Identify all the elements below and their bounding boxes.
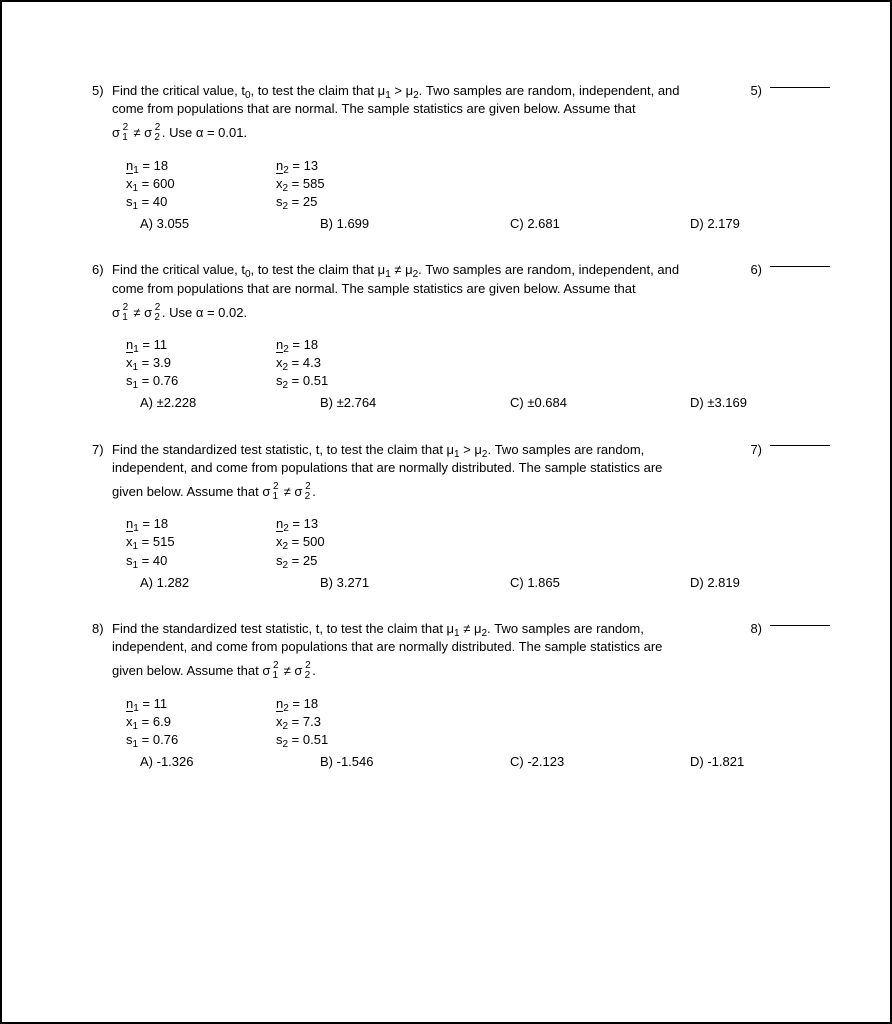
stat-n1: n1 = 18 bbox=[126, 157, 276, 175]
question-number: 6) bbox=[92, 261, 112, 279]
question-6: 6) 6) Find the critical value, t0, to te… bbox=[92, 261, 830, 412]
prompt-line2: independent, and come from populations t… bbox=[112, 460, 662, 475]
question-5: 5) 5) Find the critical value, t0, to te… bbox=[92, 82, 830, 233]
choices-row: A) ±2.228 B) ±2.764 C) ±0.684 D) ±3.169 bbox=[140, 394, 830, 412]
stat-n2: n2 = 13 bbox=[276, 515, 426, 533]
stat-x2: x2 = 585 bbox=[276, 175, 426, 193]
choice-d: D) 2.179 bbox=[690, 215, 830, 233]
prompt-line2: come from populations that are normal. T… bbox=[112, 281, 636, 296]
answer-number: 6) bbox=[750, 261, 762, 279]
sigma-line: σ 21 ≠ σ 22. Use α = 0.01. bbox=[112, 124, 830, 142]
stat-s2: s2 = 0.51 bbox=[276, 372, 426, 390]
blank-line bbox=[770, 445, 830, 446]
choice-b: B) 3.271 bbox=[320, 574, 510, 592]
prompt-line1: Find the critical value, t0, to test the… bbox=[112, 83, 680, 98]
stat-s2: s2 = 0.51 bbox=[276, 731, 426, 749]
choice-c: C) ±0.684 bbox=[510, 394, 690, 412]
stat-n2: n2 = 13 bbox=[276, 157, 426, 175]
stat-x2: x2 = 500 bbox=[276, 533, 426, 551]
prompt-line1: Find the standardized test statistic, t,… bbox=[112, 621, 644, 636]
stat-x1: x1 = 600 bbox=[126, 175, 276, 193]
question-text: Find the standardized test statistic, t,… bbox=[112, 620, 830, 656]
answer-blank-8: 8) bbox=[750, 620, 830, 638]
stats-block: n1 = 11 n2 = 18 x1 = 3.9 x2 = 4.3 s1 = 0… bbox=[126, 336, 830, 391]
stat-n2: n2 = 18 bbox=[276, 695, 426, 713]
given-line: given below. Assume that σ 21 ≠ σ 22. bbox=[112, 662, 830, 680]
choices-row: A) 1.282 B) 3.271 C) 1.865 D) 2.819 bbox=[140, 574, 830, 592]
question-number: 8) bbox=[92, 620, 112, 638]
stats-block: n1 = 18 n2 = 13 x1 = 515 x2 = 500 s1 = 4… bbox=[126, 515, 830, 570]
stat-n1: n1 = 11 bbox=[126, 695, 276, 713]
choices-row: A) -1.326 B) -1.546 C) -2.123 D) -1.821 bbox=[140, 753, 830, 771]
stat-s2: s2 = 25 bbox=[276, 193, 426, 211]
stat-x1: x1 = 6.9 bbox=[126, 713, 276, 731]
choice-c: C) 1.865 bbox=[510, 574, 690, 592]
prompt-line2: come from populations that are normal. T… bbox=[112, 101, 636, 116]
question-number: 7) bbox=[92, 441, 112, 459]
choice-a: A) ±2.228 bbox=[140, 394, 320, 412]
question-8: 8) 8) Find the standardized test statist… bbox=[92, 620, 830, 771]
choice-c: C) 2.681 bbox=[510, 215, 690, 233]
given-line: given below. Assume that σ 21 ≠ σ 22. bbox=[112, 483, 830, 501]
answer-number: 8) bbox=[750, 620, 762, 638]
stat-x2: x2 = 7.3 bbox=[276, 713, 426, 731]
choice-a: A) -1.326 bbox=[140, 753, 320, 771]
stat-x1: x1 = 3.9 bbox=[126, 354, 276, 372]
question-text: Find the critical value, t0, to test the… bbox=[112, 82, 830, 118]
prompt-line2: independent, and come from populations t… bbox=[112, 639, 662, 654]
answer-number: 5) bbox=[750, 82, 762, 100]
blank-line bbox=[770, 266, 830, 267]
prompt-line1: Find the standardized test statistic, t,… bbox=[112, 442, 644, 457]
stat-n2: n2 = 18 bbox=[276, 336, 426, 354]
answer-blank-7: 7) bbox=[750, 441, 830, 459]
stat-n1: n1 = 11 bbox=[126, 336, 276, 354]
stats-block: n1 = 18 n2 = 13 x1 = 600 x2 = 585 s1 = 4… bbox=[126, 157, 830, 212]
blank-line bbox=[770, 625, 830, 626]
stat-x1: x1 = 515 bbox=[126, 533, 276, 551]
stat-s1: s1 = 0.76 bbox=[126, 372, 276, 390]
choice-d: D) -1.821 bbox=[690, 753, 830, 771]
blank-line bbox=[770, 87, 830, 88]
choice-d: D) ±3.169 bbox=[690, 394, 830, 412]
stat-x2: x2 = 4.3 bbox=[276, 354, 426, 372]
answer-number: 7) bbox=[750, 441, 762, 459]
page-container: 5) 5) Find the critical value, t0, to te… bbox=[0, 0, 892, 1024]
choice-b: B) ±2.764 bbox=[320, 394, 510, 412]
prompt-line1: Find the critical value, t0, to test the… bbox=[112, 262, 679, 277]
choice-c: C) -2.123 bbox=[510, 753, 690, 771]
choice-a: A) 1.282 bbox=[140, 574, 320, 592]
choice-b: B) -1.546 bbox=[320, 753, 510, 771]
answer-blank-6: 6) bbox=[750, 261, 830, 279]
sigma-line: σ 21 ≠ σ 22. Use α = 0.02. bbox=[112, 304, 830, 322]
choice-a: A) 3.055 bbox=[140, 215, 320, 233]
stat-s2: s2 = 25 bbox=[276, 552, 426, 570]
question-text: Find the standardized test statistic, t,… bbox=[112, 441, 830, 477]
stat-s1: s1 = 0.76 bbox=[126, 731, 276, 749]
stats-block: n1 = 11 n2 = 18 x1 = 6.9 x2 = 7.3 s1 = 0… bbox=[126, 695, 830, 750]
stat-s1: s1 = 40 bbox=[126, 193, 276, 211]
question-number: 5) bbox=[92, 82, 112, 100]
choice-b: B) 1.699 bbox=[320, 215, 510, 233]
choice-d: D) 2.819 bbox=[690, 574, 830, 592]
stat-s1: s1 = 40 bbox=[126, 552, 276, 570]
question-7: 7) 7) Find the standardized test statist… bbox=[92, 441, 830, 592]
question-text: Find the critical value, t0, to test the… bbox=[112, 261, 830, 297]
choices-row: A) 3.055 B) 1.699 C) 2.681 D) 2.179 bbox=[140, 215, 830, 233]
stat-n1: n1 = 18 bbox=[126, 515, 276, 533]
answer-blank-5: 5) bbox=[750, 82, 830, 100]
